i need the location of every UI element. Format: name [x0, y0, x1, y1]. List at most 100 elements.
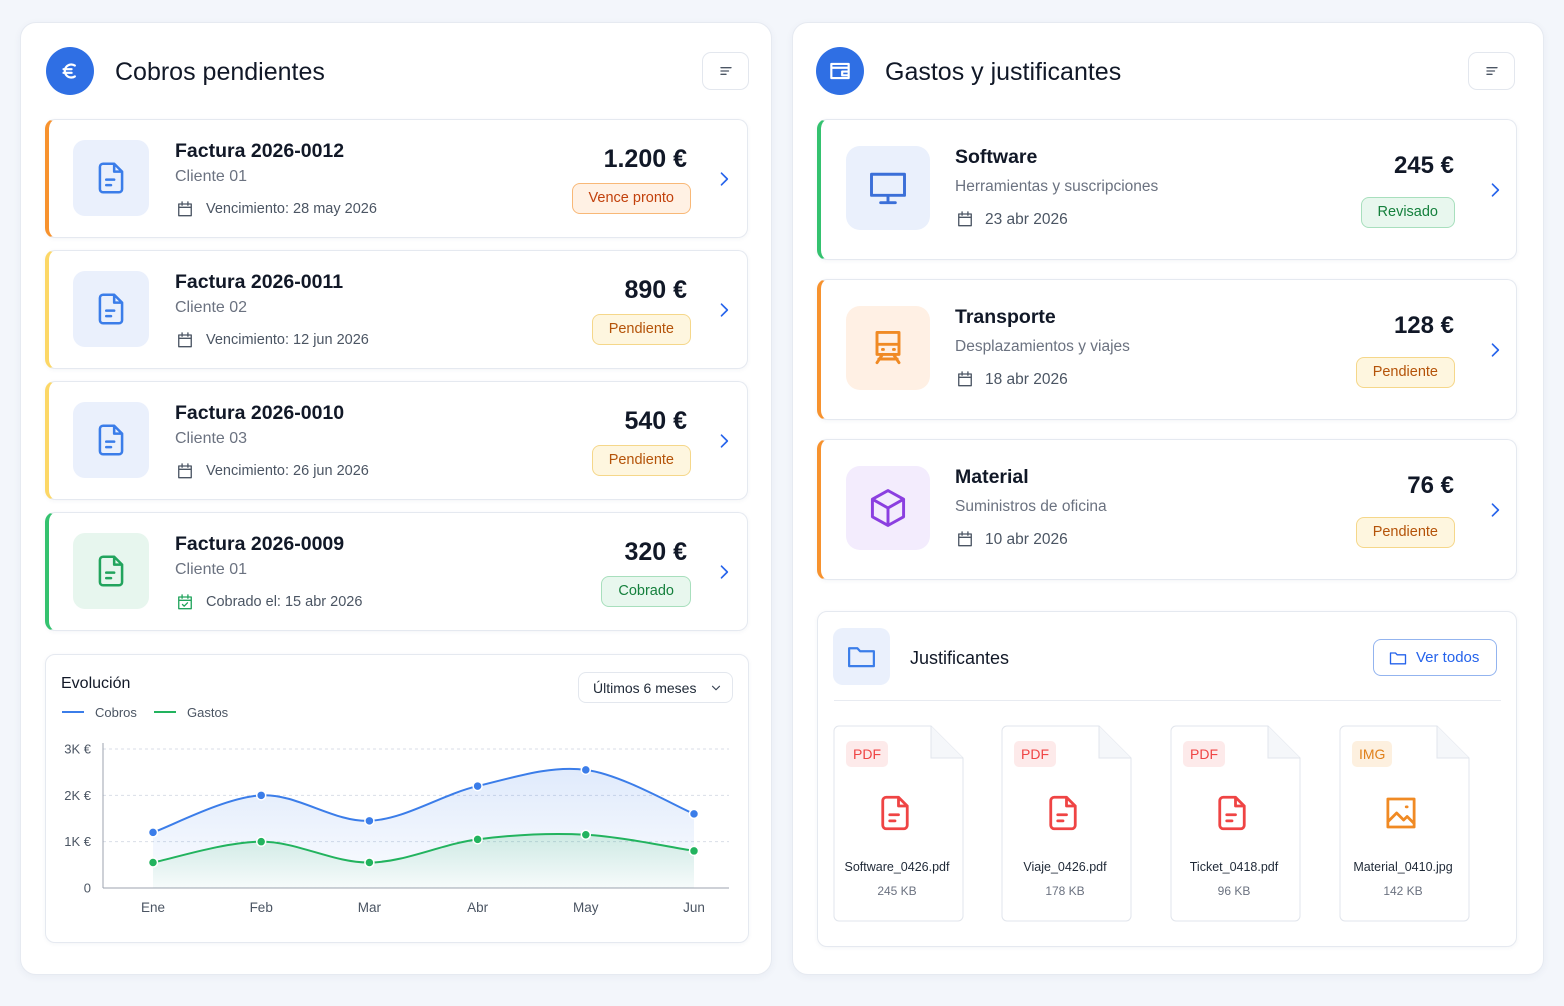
- panel-title: Gastos y justificantes: [885, 58, 1122, 86]
- chevron: [720, 565, 729, 579]
- file-icon-glyph: [1218, 795, 1246, 831]
- calendar-icon-glyph: [958, 531, 972, 547]
- doc-icon: [98, 424, 124, 456]
- menu-button[interactable]: [702, 52, 749, 90]
- expense-icon: [846, 306, 930, 390]
- header-icon: [816, 47, 864, 95]
- chevron-glyph: [1491, 503, 1500, 517]
- calendar-icon: [958, 531, 972, 547]
- file-tile[interactable]: PDF Viaje_0426.pdf 178 KB: [1001, 725, 1132, 922]
- file-type-tag: IMG: [1352, 741, 1393, 767]
- receipts-title: Justificantes: [910, 648, 1010, 668]
- menu-glyph: [720, 67, 732, 75]
- status-badge: Pendiente: [1355, 357, 1455, 388]
- y-tick-label: 2K €: [64, 788, 92, 803]
- header-glyph-glyph: [62, 63, 76, 79]
- line-chart: 0 1K € 2K € 3K € Ene Feb Mar Abr May Jun Cobros Gas…: [62, 705, 729, 915]
- menu-button[interactable]: [1468, 52, 1515, 90]
- data-point: [147, 857, 159, 868]
- expense-date: 10 abr 2026: [985, 531, 1068, 548]
- invoice-card[interactable]: Factura 2026-0009 Cliente 01 Cobrado el: 1…: [45, 512, 748, 631]
- receipts-card: Justificantes Ver todos PDF Software_0426.p…: [817, 611, 1517, 947]
- period-label: Últimos 6 meses: [593, 680, 697, 696]
- file-tile[interactable]: PDF Software_0426.pdf 245 KB: [833, 725, 964, 922]
- expense-card[interactable]: Software Herramientas y suscripciones 23 a…: [817, 119, 1517, 260]
- file-tile[interactable]: PDF Ticket_0418.pdf 96 KB: [1170, 725, 1301, 922]
- expense-title: Software: [955, 146, 1038, 168]
- data-point: [255, 836, 267, 847]
- monitor-icon-glyph: [870, 172, 906, 205]
- calendar-icon: [178, 594, 192, 610]
- invoice-title: Factura 2026-0010: [175, 402, 345, 424]
- x-tick-label: Feb: [250, 900, 273, 915]
- invoice-card[interactable]: Factura 2026-0010 Cliente 03 Vencimiento: …: [45, 381, 748, 500]
- file-icon: [881, 795, 909, 831]
- chevron-glyph: [720, 303, 729, 317]
- calendar-icon: [958, 211, 972, 227]
- x-tick-label: May: [573, 900, 599, 915]
- folder-icon-glyph: [1389, 652, 1407, 665]
- period-dropdown[interactable]: Últimos 6 meses: [578, 672, 733, 703]
- doc-icon-glyph: [98, 424, 124, 456]
- data-point: [688, 808, 700, 820]
- view-all-button[interactable]: Ver todos: [1373, 639, 1497, 676]
- file-icon-glyph: [1386, 797, 1416, 829]
- calendar-icon-glyph: [178, 201, 192, 217]
- data-point: [688, 845, 700, 857]
- doc-icon: [98, 555, 124, 587]
- x-tick-label: Abr: [467, 900, 489, 915]
- doc-icon-glyph: [98, 293, 124, 325]
- file-name: Viaje_0426.pdf: [1023, 860, 1107, 874]
- invoice-icon: [73, 271, 149, 347]
- calendar-icon-glyph: [178, 463, 192, 479]
- amount: 890 €: [624, 276, 687, 304]
- button-label: Ver todos: [1416, 649, 1480, 666]
- y-tick-label: 3K €: [64, 742, 92, 757]
- train-icon: [875, 330, 901, 365]
- file-type-tag: PDF: [1183, 741, 1225, 767]
- expense-title: Material: [955, 466, 1029, 488]
- client-name: Cliente 01: [175, 561, 248, 578]
- expense-card[interactable]: Material Suministros de oficina 10 abr 202…: [817, 439, 1517, 580]
- file-size: 245 KB: [877, 884, 917, 898]
- due-date: Cobrado el: 15 abr 2026: [206, 594, 363, 610]
- chevron: [720, 172, 729, 186]
- doc-icon: [98, 162, 124, 194]
- legend-label: Gastos: [187, 705, 229, 720]
- chevron: [720, 434, 729, 448]
- client-name: Cliente 02: [175, 299, 248, 316]
- file-icon: [1386, 797, 1416, 829]
- amount: 320 €: [624, 538, 687, 566]
- file-fold: [1267, 726, 1300, 759]
- chart-card: Evolución Últimos 6 meses 0 1K € 2K € 3K € Ene…: [45, 654, 749, 943]
- legend-label: Cobros: [95, 705, 137, 720]
- expense-subtitle: Herramientas y suscripciones: [955, 178, 1159, 195]
- data-point: [472, 834, 483, 845]
- doc-icon-glyph: [98, 162, 124, 194]
- invoice-card[interactable]: Factura 2026-0012 Cliente 01 Vencimiento: …: [45, 119, 748, 238]
- file-shape: [833, 725, 964, 922]
- dropdown-chevron-glyph: [711, 685, 721, 691]
- series-area: [153, 833, 694, 888]
- amount: 128 €: [1393, 312, 1454, 339]
- expense-subtitle: Desplazamientos y viajes: [955, 338, 1130, 355]
- file-tile[interactable]: IMG Material_0410.jpg 142 KB: [1339, 725, 1470, 922]
- dropdown-chevron: [711, 685, 721, 691]
- file-name: Material_0410.jpg: [1353, 860, 1453, 874]
- expense-icon: [846, 146, 930, 230]
- amount: 76 €: [1407, 472, 1454, 499]
- folder-icon-box: [833, 628, 890, 685]
- invoice-title: Factura 2026-0009: [175, 533, 345, 555]
- invoice-card[interactable]: Factura 2026-0011 Cliente 02 Vencimiento: …: [45, 250, 748, 369]
- expense-card[interactable]: Transporte Desplazamientos y viajes 18 abr…: [817, 279, 1517, 420]
- chevron: [1491, 503, 1500, 517]
- monitor-icon: [870, 172, 906, 205]
- chevron-glyph: [720, 434, 729, 448]
- status-badge: Vence pronto: [571, 183, 691, 214]
- x-tick-label: Ene: [141, 900, 165, 915]
- calendar-icon-glyph: [178, 594, 192, 610]
- y-tick-label: 0: [84, 881, 91, 896]
- folder-icon: [1389, 652, 1407, 665]
- due-date: Vencimiento: 26 jun 2026: [206, 463, 369, 479]
